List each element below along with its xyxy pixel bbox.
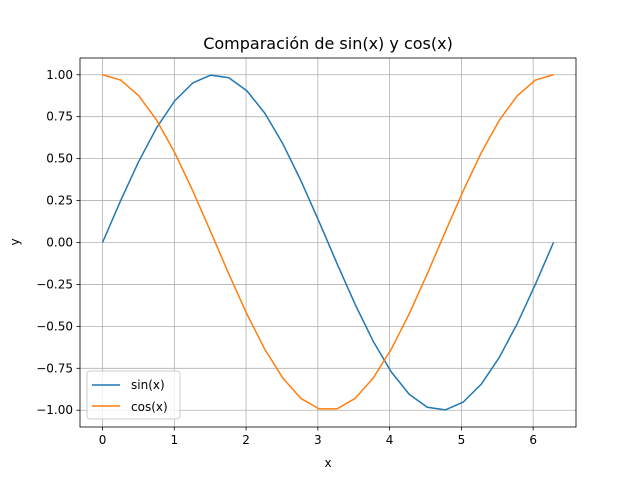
y-tick-label: 0.25 (46, 194, 73, 208)
x-axis-ticks: 0 1 2 3 4 5 6 (99, 427, 537, 447)
x-tick-label: 3 (314, 433, 322, 447)
x-tick-label: 5 (458, 433, 466, 447)
series-line-sin (101, 74, 555, 411)
legend-box (86, 370, 181, 420)
x-tick-label: 0 (99, 433, 107, 447)
x-tick-label: 4 (386, 433, 394, 447)
legend: sin(x) cos(x) (86, 370, 181, 420)
x-axis-label: x (324, 456, 331, 470)
legend-label-sin: sin(x) (131, 378, 165, 392)
series-line-cos (102, 74, 554, 410)
y-axis-label: y (8, 238, 22, 245)
y-tick-label: −1.00 (36, 403, 73, 417)
grid (80, 58, 576, 427)
y-tick-label: −0.75 (36, 361, 73, 375)
y-axis-ticks: −1.00 −0.75 −0.50 −0.25 0.00 0.25 0.50 0.75 1.00 (36, 68, 80, 417)
y-tick-label: 0.75 (46, 110, 73, 124)
legend-label-cos: cos(x) (131, 400, 168, 414)
chart-title: Comparación de sin(x) y cos(x) (203, 34, 453, 53)
y-tick-label: −0.25 (36, 277, 73, 291)
y-tick-label: 0.50 (46, 152, 73, 166)
x-tick-label: 6 (529, 433, 537, 447)
y-tick-label: 0.00 (46, 236, 73, 250)
series-layer (101, 74, 555, 411)
y-tick-label: −0.50 (36, 319, 73, 333)
x-tick-label: 2 (242, 433, 250, 447)
y-tick-label: 1.00 (46, 68, 73, 82)
x-tick-label: 1 (170, 433, 178, 447)
